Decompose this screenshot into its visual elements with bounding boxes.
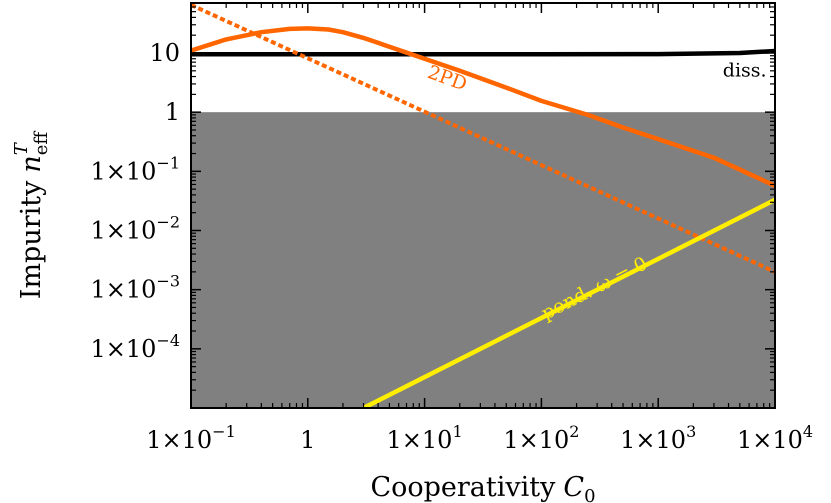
plot-frame <box>190 2 776 409</box>
x-tick-label: 1×104 <box>737 422 813 454</box>
x-axis-title-sub: 0 <box>584 486 595 503</box>
annotation-2pd: 2PD <box>425 61 470 95</box>
x-tick-label-base: 1×10 <box>146 426 212 454</box>
y-tick-label: 1×10−4 <box>90 331 180 363</box>
x-tick-label-base: 1×10 <box>620 426 686 454</box>
y-tick-label-base: 1×10 <box>90 217 156 245</box>
x-tick-label: 1×101 <box>387 422 463 454</box>
series-line-2pd-asymptote <box>191 3 775 274</box>
y-tick-label: 1 <box>165 98 180 126</box>
x-axis-title: Cooperativity C0 <box>370 472 595 503</box>
x-tick-label-base: 1×10 <box>503 426 569 454</box>
y-axis-title-text: Impurity <box>16 180 47 299</box>
shaded-region <box>191 112 775 408</box>
series-line-pond <box>362 197 775 408</box>
x-tick-label: 1 <box>300 426 315 454</box>
annotation-diss: diss. <box>723 60 767 82</box>
x-tick-label-base: 1×10 <box>387 426 453 454</box>
x-tick-label-exp: 1 <box>452 422 462 441</box>
y-tick-label: 1×10−2 <box>90 213 180 245</box>
x-tick-label-exp: 3 <box>686 422 696 441</box>
y-tick-label-exp: −3 <box>156 272 180 291</box>
x-tick-label: 1×103 <box>620 422 696 454</box>
x-axis-title-text: Cooperativity <box>370 472 556 503</box>
plot-area <box>191 3 775 408</box>
series-line-diss <box>191 48 775 57</box>
y-tick-label-base: 10 <box>149 39 180 67</box>
y-tick-label-base: 1 <box>165 98 180 126</box>
x-tick-label-exp: 2 <box>569 422 579 441</box>
y-axis-title-sup: T <box>11 141 32 155</box>
x-tick-label-base: 1 <box>300 426 315 454</box>
y-tick-label-exp: −4 <box>156 331 180 350</box>
y-tick-label-base: 1×10 <box>90 276 156 304</box>
y-tick-label: 10 <box>149 39 180 67</box>
series-line-2pd <box>191 26 775 188</box>
x-tick-label: 1×10−1 <box>146 422 236 454</box>
x-tick-label-exp: 4 <box>803 422 813 441</box>
y-axis-title-symbol: n <box>16 155 47 172</box>
y-axis-title: Impurity nTeff <box>11 131 52 300</box>
x-tick-label: 1×102 <box>503 422 579 454</box>
y-tick-label-base: 1×10 <box>90 335 156 363</box>
y-axis-title-sub: eff <box>31 131 52 156</box>
y-tick-label-exp: −2 <box>156 213 180 232</box>
x-tick-label-exp: −1 <box>212 422 236 441</box>
x-axis-title-symbol: C <box>563 472 584 503</box>
y-tick-label-base: 1×10 <box>90 157 156 185</box>
y-tick-label-exp: −1 <box>156 153 180 172</box>
y-tick-label: 1×10−1 <box>90 153 180 185</box>
x-tick-label-base: 1×10 <box>737 426 803 454</box>
y-tick-label: 1×10−3 <box>90 272 180 304</box>
